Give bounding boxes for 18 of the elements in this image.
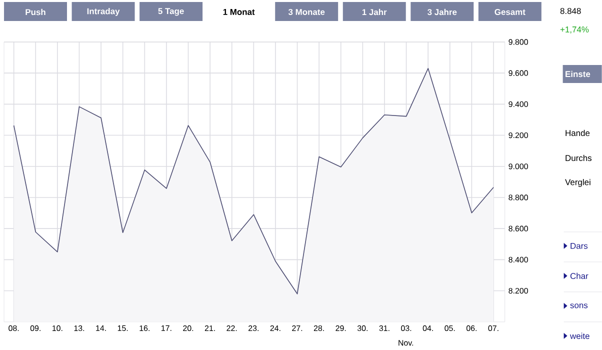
text: Hande: [566, 130, 590, 136]
text: Intraday: [87, 8, 120, 16]
text: Gesamt: [494, 9, 526, 16]
text: Push: [26, 8, 46, 16]
text: 1 Monat: [223, 9, 255, 15]
text: Verglei: [565, 179, 590, 187]
text: Dars: [570, 243, 588, 249]
text: Char: [570, 272, 588, 280]
text: Einste: [566, 70, 590, 78]
text: 5 Tage: [158, 8, 184, 16]
text: 1 Jahr: [362, 8, 387, 16]
text: Durchs: [566, 154, 592, 162]
text: 3 Monate: [288, 9, 325, 16]
text: +1,74%: [560, 26, 589, 34]
text: sons: [570, 304, 588, 308]
text: 8.848: [560, 8, 581, 14]
text: weite: [570, 332, 590, 340]
text: 3 Jahre: [428, 8, 457, 16]
